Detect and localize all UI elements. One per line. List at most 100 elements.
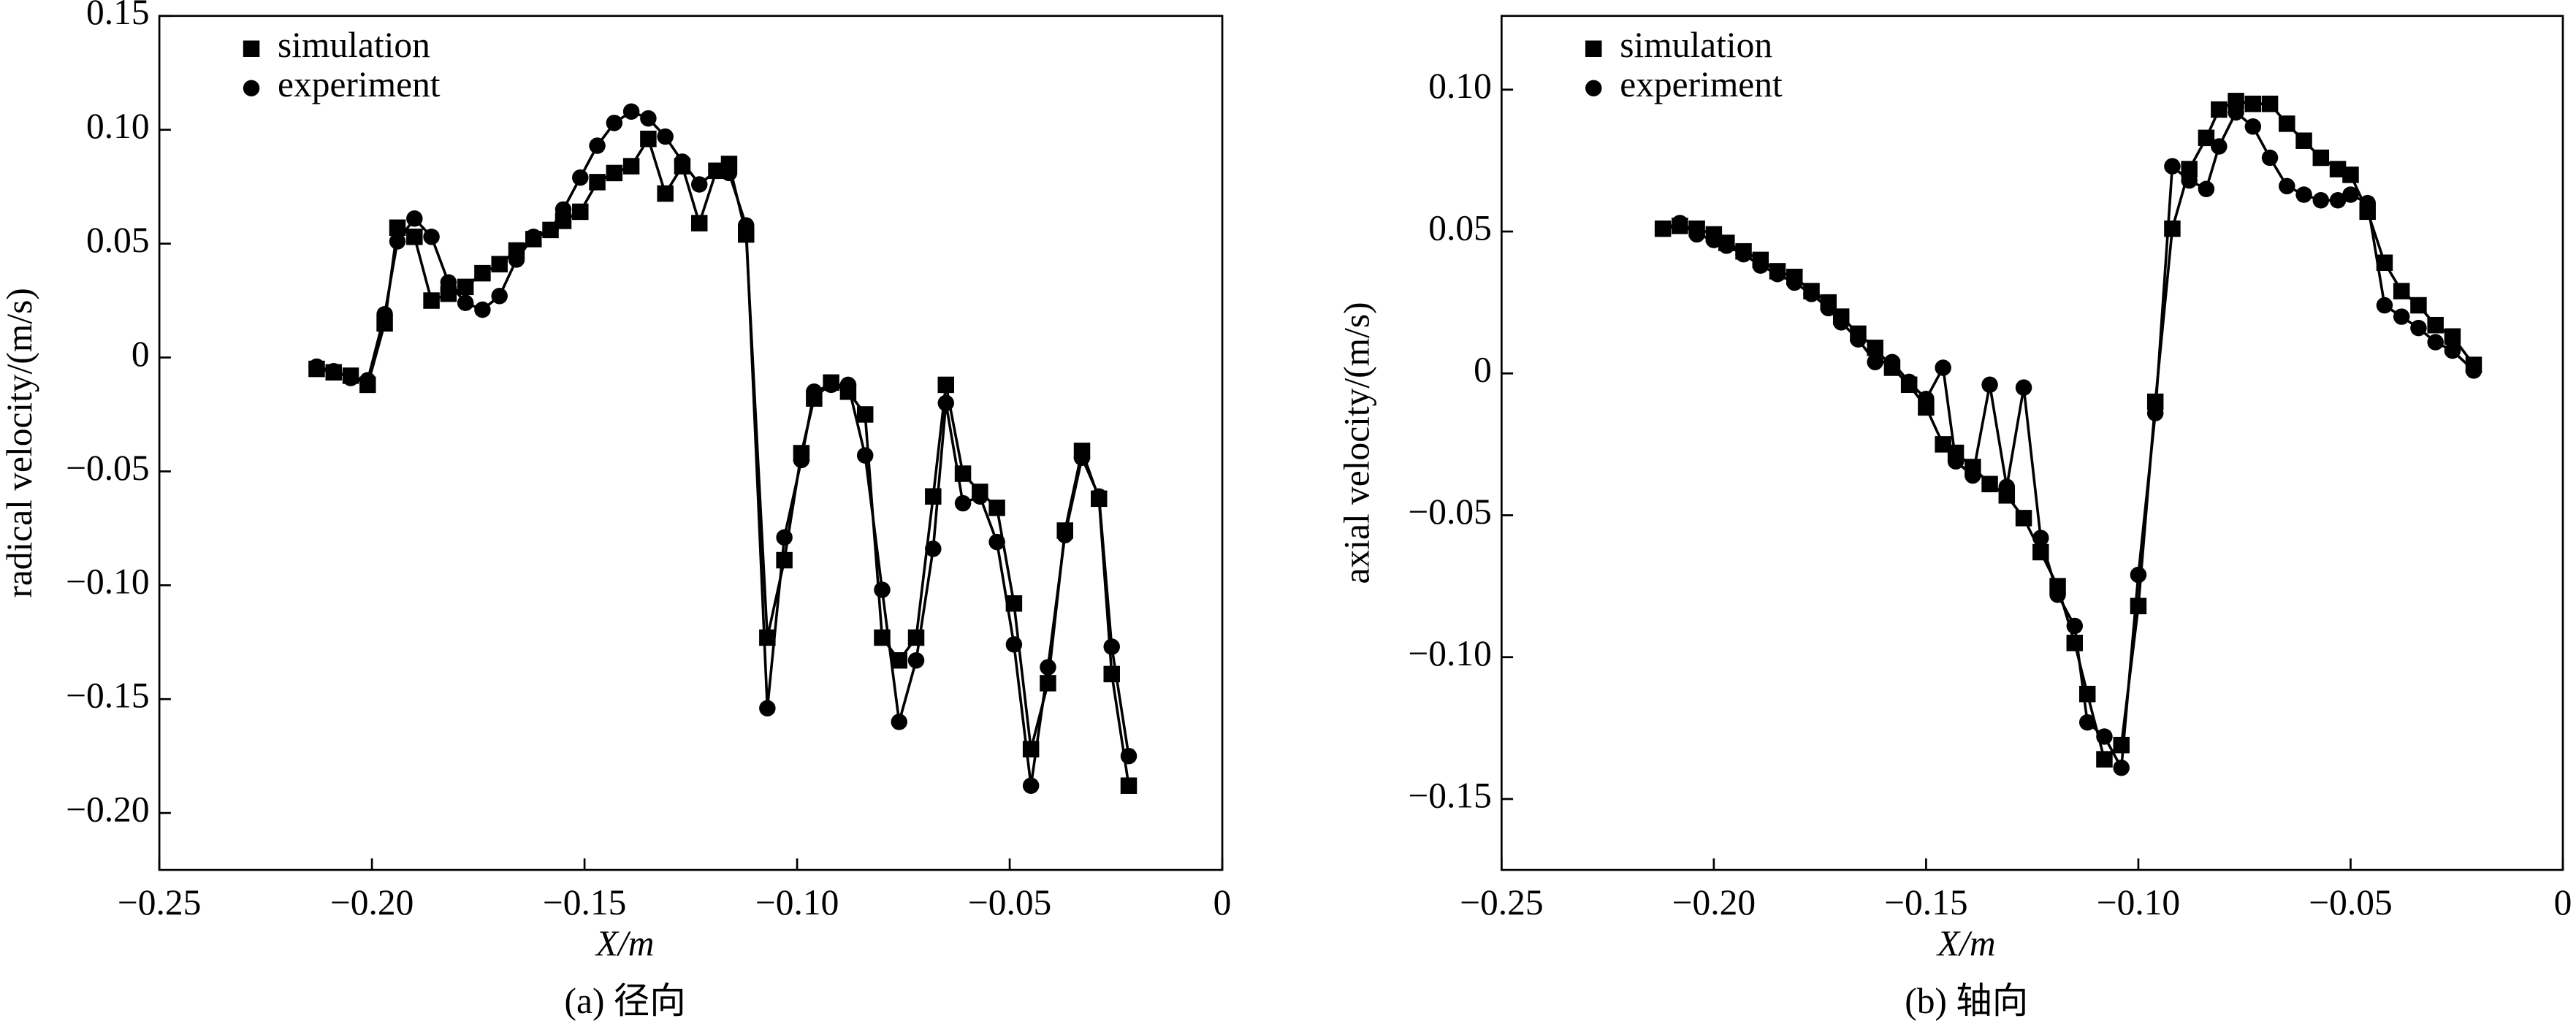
marker — [1947, 453, 1965, 470]
marker — [2244, 95, 2262, 112]
marker — [2228, 93, 2244, 110]
marker — [759, 700, 776, 716]
y-tick-label: −0.15 — [1408, 775, 1491, 815]
marker — [1005, 595, 1023, 612]
x-tick-label: −0.05 — [2309, 882, 2392, 922]
marker — [1883, 353, 1901, 370]
marker — [376, 306, 393, 323]
marker — [2410, 319, 2427, 337]
marker — [1998, 478, 2016, 495]
y-tick-label: −0.05 — [1408, 492, 1491, 532]
marker — [776, 551, 793, 569]
y-tick-label: −0.20 — [66, 790, 149, 830]
marker — [1981, 376, 1998, 394]
marker — [572, 203, 589, 221]
marker — [542, 221, 559, 239]
marker — [2342, 186, 2359, 203]
marker — [1120, 747, 1138, 765]
marker — [342, 370, 359, 386]
marker — [937, 376, 955, 394]
marker — [1752, 257, 1769, 274]
marker — [606, 164, 623, 182]
x-tick-label: 0 — [2554, 882, 2572, 922]
marker — [1867, 353, 1883, 370]
marker — [1981, 475, 1998, 493]
marker — [1965, 467, 1981, 484]
marker — [1103, 638, 1120, 655]
marker — [622, 103, 640, 120]
marker — [589, 174, 606, 191]
caption: (a) 径向 — [565, 981, 686, 1021]
marker — [2295, 132, 2312, 149]
marker — [474, 301, 491, 318]
marker — [491, 288, 508, 305]
marker — [389, 219, 406, 237]
marker — [776, 529, 793, 546]
x-axis-label: X/m — [1936, 923, 1996, 963]
marker — [2376, 297, 2393, 314]
marker — [806, 383, 823, 400]
legend-entry: experiment — [1585, 64, 1783, 104]
marker — [2096, 751, 2113, 768]
y-tick-label: 0.15 — [86, 0, 150, 32]
y-tick-label: 0 — [132, 334, 150, 374]
marker — [1786, 274, 1803, 291]
marker — [606, 115, 623, 131]
marker — [1688, 226, 1705, 243]
y-tick-label: −0.15 — [66, 676, 149, 716]
x-tick-label: −0.05 — [968, 882, 1051, 922]
marker — [423, 228, 440, 245]
marker — [823, 376, 839, 394]
marker — [2465, 362, 2482, 379]
marker — [2146, 405, 2164, 421]
marker — [640, 130, 657, 148]
marker — [2130, 566, 2147, 584]
marker — [720, 164, 738, 182]
marker — [2427, 316, 2444, 334]
marker — [1900, 373, 1918, 391]
legend-entry: simulation — [1585, 25, 1772, 65]
x-tick-label: −0.10 — [755, 882, 839, 922]
marker — [972, 488, 988, 505]
marker — [891, 714, 907, 730]
marker — [2015, 379, 2032, 396]
marker — [891, 651, 907, 669]
marker — [1820, 299, 1837, 317]
marker — [1091, 488, 1108, 505]
marker — [2198, 180, 2215, 197]
marker — [1073, 449, 1091, 466]
marker — [2066, 635, 2084, 651]
marker — [2032, 530, 2049, 546]
marker — [1935, 436, 1951, 453]
marker — [508, 251, 525, 268]
plot-frame — [158, 15, 1224, 871]
marker — [325, 362, 342, 380]
marker — [2049, 586, 2066, 603]
marker — [657, 128, 674, 145]
x-tick-label: −0.15 — [543, 882, 626, 922]
marker — [2261, 95, 2279, 112]
marker — [440, 274, 457, 291]
caption: (b) 轴向 — [1905, 981, 2028, 1021]
marker — [2078, 714, 2096, 731]
marker — [1040, 675, 1056, 692]
marker — [525, 228, 542, 245]
marker — [1850, 331, 1867, 348]
marker — [2113, 760, 2130, 776]
marker — [2015, 510, 2032, 527]
marker — [2312, 149, 2330, 167]
marker — [474, 264, 491, 282]
marker — [874, 629, 891, 646]
marker — [640, 110, 657, 127]
marker — [1867, 340, 1883, 356]
marker — [2066, 617, 2084, 635]
marker — [657, 185, 674, 202]
marker — [389, 233, 406, 250]
marker — [738, 217, 755, 234]
x-tick-label: −0.20 — [1672, 882, 1756, 922]
marker — [793, 451, 810, 469]
marker — [2393, 308, 2410, 325]
marker — [308, 358, 325, 375]
legend-label: experiment — [1620, 64, 1783, 104]
